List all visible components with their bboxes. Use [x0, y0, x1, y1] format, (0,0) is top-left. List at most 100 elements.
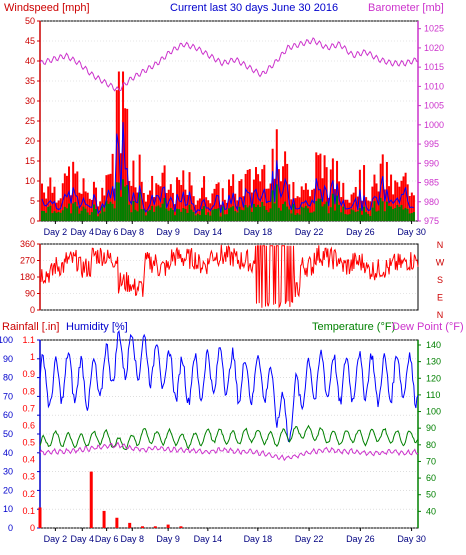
- wind-barometer-panel: 0510152025303540455097598098599099510001…: [25, 16, 444, 237]
- windspeed-axis-title: Windspeed [mph]: [4, 2, 90, 14]
- direction-tick-label: 0: [30, 305, 35, 315]
- x-tick-label: Day 22: [295, 227, 324, 237]
- x-tick-label: Day 30: [397, 534, 426, 544]
- wind-tick-label: 15: [25, 156, 35, 166]
- rainfall-tick-label: 0.7: [22, 403, 35, 413]
- humidity-tick-label: 10: [3, 504, 13, 514]
- temperature-tick-label: 50: [426, 490, 436, 500]
- humidity-tick-label: 90: [3, 354, 13, 364]
- compass-label: S: [437, 275, 443, 285]
- wind-gust-line: [41, 122, 415, 215]
- humidity-line: [39, 329, 419, 443]
- wind-tick-label: 45: [25, 36, 35, 46]
- temperature-tick-label: 100: [426, 407, 441, 417]
- x-tick-label: Day 2: [44, 227, 68, 237]
- barometer-tick-label: 995: [424, 139, 439, 149]
- x-tick-label: Day 18: [244, 227, 273, 237]
- rainfall-tick-label: 0.2: [22, 489, 35, 499]
- humidity-tick-label: 30: [3, 467, 13, 477]
- x-tick-label: Day 6: [95, 534, 119, 544]
- compass-label: N: [437, 240, 444, 250]
- x-tick-label: Day 4: [71, 534, 95, 544]
- x-tick-label: Day 9: [156, 534, 180, 544]
- barometer-tick-label: 1000: [424, 120, 444, 130]
- x-tick-label: Day 8: [120, 227, 144, 237]
- humidity-tick-label: 0: [8, 523, 13, 533]
- direction-tick-label: 360: [20, 239, 35, 249]
- wind-tick-label: 40: [25, 56, 35, 66]
- x-tick-label: Day 18: [244, 534, 273, 544]
- wind-tick-label: 35: [25, 76, 35, 86]
- x-tick-label: Day 26: [346, 227, 375, 237]
- direction-tick-label: 90: [25, 289, 35, 299]
- temperature-tick-label: 120: [426, 373, 441, 383]
- temperature-tick-label: 140: [426, 340, 441, 350]
- rainfall-tick-label: 0.4: [22, 455, 35, 465]
- wind-tick-label: 25: [25, 116, 35, 126]
- dewpoint-line: [39, 441, 419, 462]
- temperature-tick-label: 130: [426, 357, 441, 367]
- temperature-tick-label: 80: [426, 440, 436, 450]
- rainfall-tick-label: 0.1: [22, 506, 35, 516]
- barometer-line: [39, 37, 419, 92]
- wind-tick-label: 0: [30, 216, 35, 226]
- x-tick-label: Day 4: [71, 227, 95, 237]
- compass-label: E: [437, 293, 443, 303]
- barometer-tick-label: 975: [424, 216, 439, 226]
- wind-tick-label: 30: [25, 96, 35, 106]
- wind-tick-label: 10: [25, 176, 35, 186]
- x-tick-label: Day 2: [44, 534, 68, 544]
- temperature-tick-label: 70: [426, 456, 436, 466]
- chart-title: Current last 30 days June 30 2016: [170, 2, 338, 14]
- humidity-tick-label: 20: [3, 485, 13, 495]
- rainfall-tick-label: 0: [30, 523, 35, 533]
- rainfall-tick-label: 0.8: [22, 386, 35, 396]
- humidity-tick-label: 80: [3, 373, 13, 383]
- barometer-tick-label: 1015: [424, 62, 444, 72]
- rainfall-tick-label: 0.3: [22, 472, 35, 482]
- humidity-tick-label: 40: [3, 448, 13, 458]
- x-tick-label: Day 30: [397, 227, 426, 237]
- rainfall-axis-title: Rainfall [.in]: [2, 321, 59, 333]
- rainfall-tick-label: 1.1: [22, 335, 35, 345]
- barometer-tick-label: 980: [424, 197, 439, 207]
- rainfall-tick-label: 1: [30, 352, 35, 362]
- barometer-tick-label: 985: [424, 178, 439, 188]
- barometer-tick-label: 1010: [424, 81, 444, 91]
- temperature-line: [39, 424, 419, 451]
- dewpoint-axis-title: Dew Point (°F): [392, 321, 464, 333]
- wind-direction-line: [39, 244, 419, 309]
- temperature-tick-label: 60: [426, 473, 436, 483]
- compass-label: W: [436, 258, 445, 268]
- compass-label: N: [437, 310, 444, 320]
- barometer-tick-label: 1020: [424, 43, 444, 53]
- wind-tick-label: 50: [25, 16, 35, 26]
- x-tick-label: Day 6: [95, 227, 119, 237]
- rain-humidity-temperature-panel: 0 10 20 30 40 50 60 70 80 90 100 0 0.1 0.2 0.3 0.4 0.5 0.…: [0, 329, 441, 544]
- barometer-tick-label: 1025: [424, 24, 444, 34]
- temperature-tick-label: 110: [426, 390, 440, 400]
- temperature-axis-title: Temperature (°F): [312, 321, 395, 333]
- humidity-axis-title: Humidity [%]: [66, 321, 128, 333]
- rainfall-tick-label: 0.9: [22, 369, 35, 379]
- x-tick-label: Day 8: [120, 534, 144, 544]
- barometer-axis-title: Barometer [mb]: [368, 2, 444, 14]
- humidity-tick-label: 100: [0, 335, 13, 345]
- barometer-tick-label: 990: [424, 158, 439, 168]
- rainfall-tick-label: 0.5: [22, 438, 35, 448]
- x-tick-label: Day 14: [194, 227, 223, 237]
- wind-tick-label: 5: [30, 196, 35, 206]
- direction-tick-label: 180: [20, 272, 35, 282]
- rainfall-tick-label: 0.6: [22, 420, 35, 430]
- wind-tick-label: 20: [25, 136, 35, 146]
- barometer-tick-label: 1005: [424, 101, 444, 111]
- humidity-tick-label: 50: [3, 429, 13, 439]
- humidity-tick-label: 70: [3, 391, 13, 401]
- x-tick-label: Day 14: [194, 534, 223, 544]
- temperature-tick-label: 90: [426, 423, 436, 433]
- humidity-tick-label: 60: [3, 410, 13, 420]
- direction-tick-label: 270: [20, 256, 35, 266]
- x-tick-label: Day 22: [295, 534, 324, 544]
